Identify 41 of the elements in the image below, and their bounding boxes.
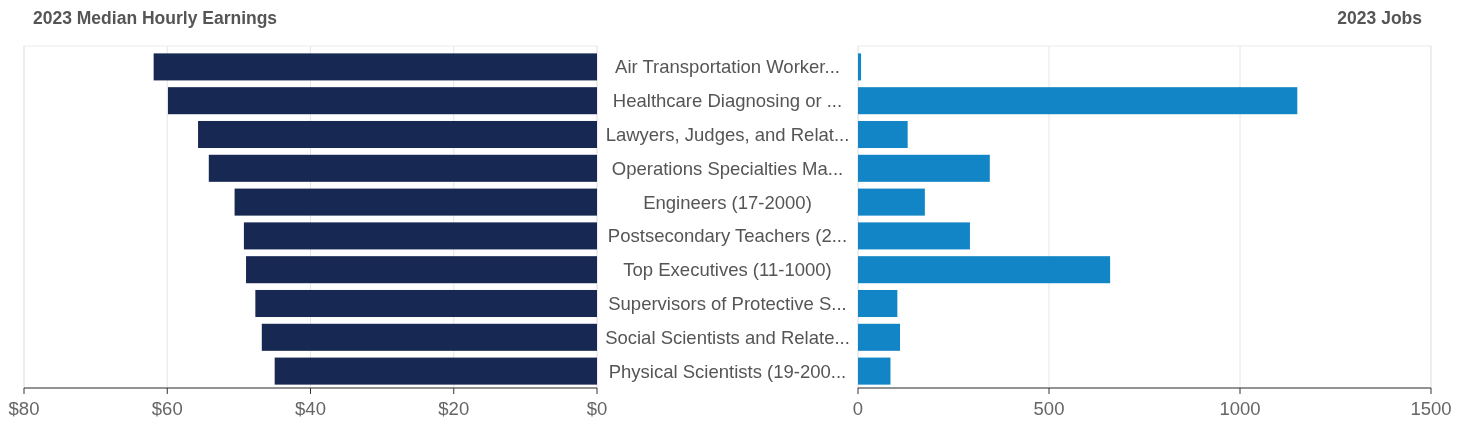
- y-tick-label: Supervisors of Protective S...: [608, 293, 847, 314]
- y-tick-label: Postsecondary Teachers (2...: [607, 225, 848, 247]
- y-tick-label: Lawyers, Judges, and Relat...: [605, 124, 850, 145]
- bar: [858, 357, 891, 385]
- y-tick-label: Healthcare Diagnosing or ...: [612, 90, 843, 112]
- bar: [858, 53, 862, 81]
- chart-title: 2023 Jobs: [1337, 8, 1423, 28]
- bar: [198, 120, 597, 149]
- x-tick-label: 500: [1033, 398, 1065, 419]
- y-tick-label: Air Transportation Worker...: [615, 56, 840, 78]
- x-tick-label: $0: [586, 398, 608, 419]
- x-tick-label: 1000: [1219, 398, 1261, 419]
- bar: [858, 154, 990, 182]
- x-tick-label: $20: [438, 398, 470, 419]
- x-tick-label: 0: [852, 398, 864, 419]
- bar: [243, 222, 597, 250]
- x-tick-label: $80: [8, 398, 40, 419]
- y-tick-label: Social Scientists and Relate...: [605, 326, 850, 348]
- bar: [858, 222, 970, 250]
- bar: [858, 256, 1111, 284]
- bar: [246, 256, 597, 284]
- x-tick-label: $40: [295, 398, 326, 419]
- bar: [858, 188, 925, 216]
- chart-title: 2023 Median Hourly Earnings: [33, 8, 278, 28]
- bar: [255, 289, 597, 318]
- y-tick-label: Physical Scientists (19-200...: [608, 360, 847, 382]
- bar: [274, 357, 597, 385]
- y-tick-label: Engineers (17-2000): [643, 191, 812, 213]
- bar: [858, 323, 901, 351]
- x-tick-label: 1500: [1410, 398, 1452, 419]
- bar: [153, 53, 597, 81]
- bar: [167, 87, 597, 115]
- x-tick-label: $60: [151, 398, 183, 419]
- y-tick-label: Top Executives (11-1000): [623, 259, 832, 281]
- bar: [261, 323, 597, 351]
- bar: [858, 120, 908, 149]
- bar: [208, 154, 597, 182]
- bar: [858, 87, 1298, 115]
- bar: [858, 289, 898, 318]
- bar: [234, 188, 597, 216]
- y-tick-label: Operations Specialties Ma...: [611, 157, 844, 179]
